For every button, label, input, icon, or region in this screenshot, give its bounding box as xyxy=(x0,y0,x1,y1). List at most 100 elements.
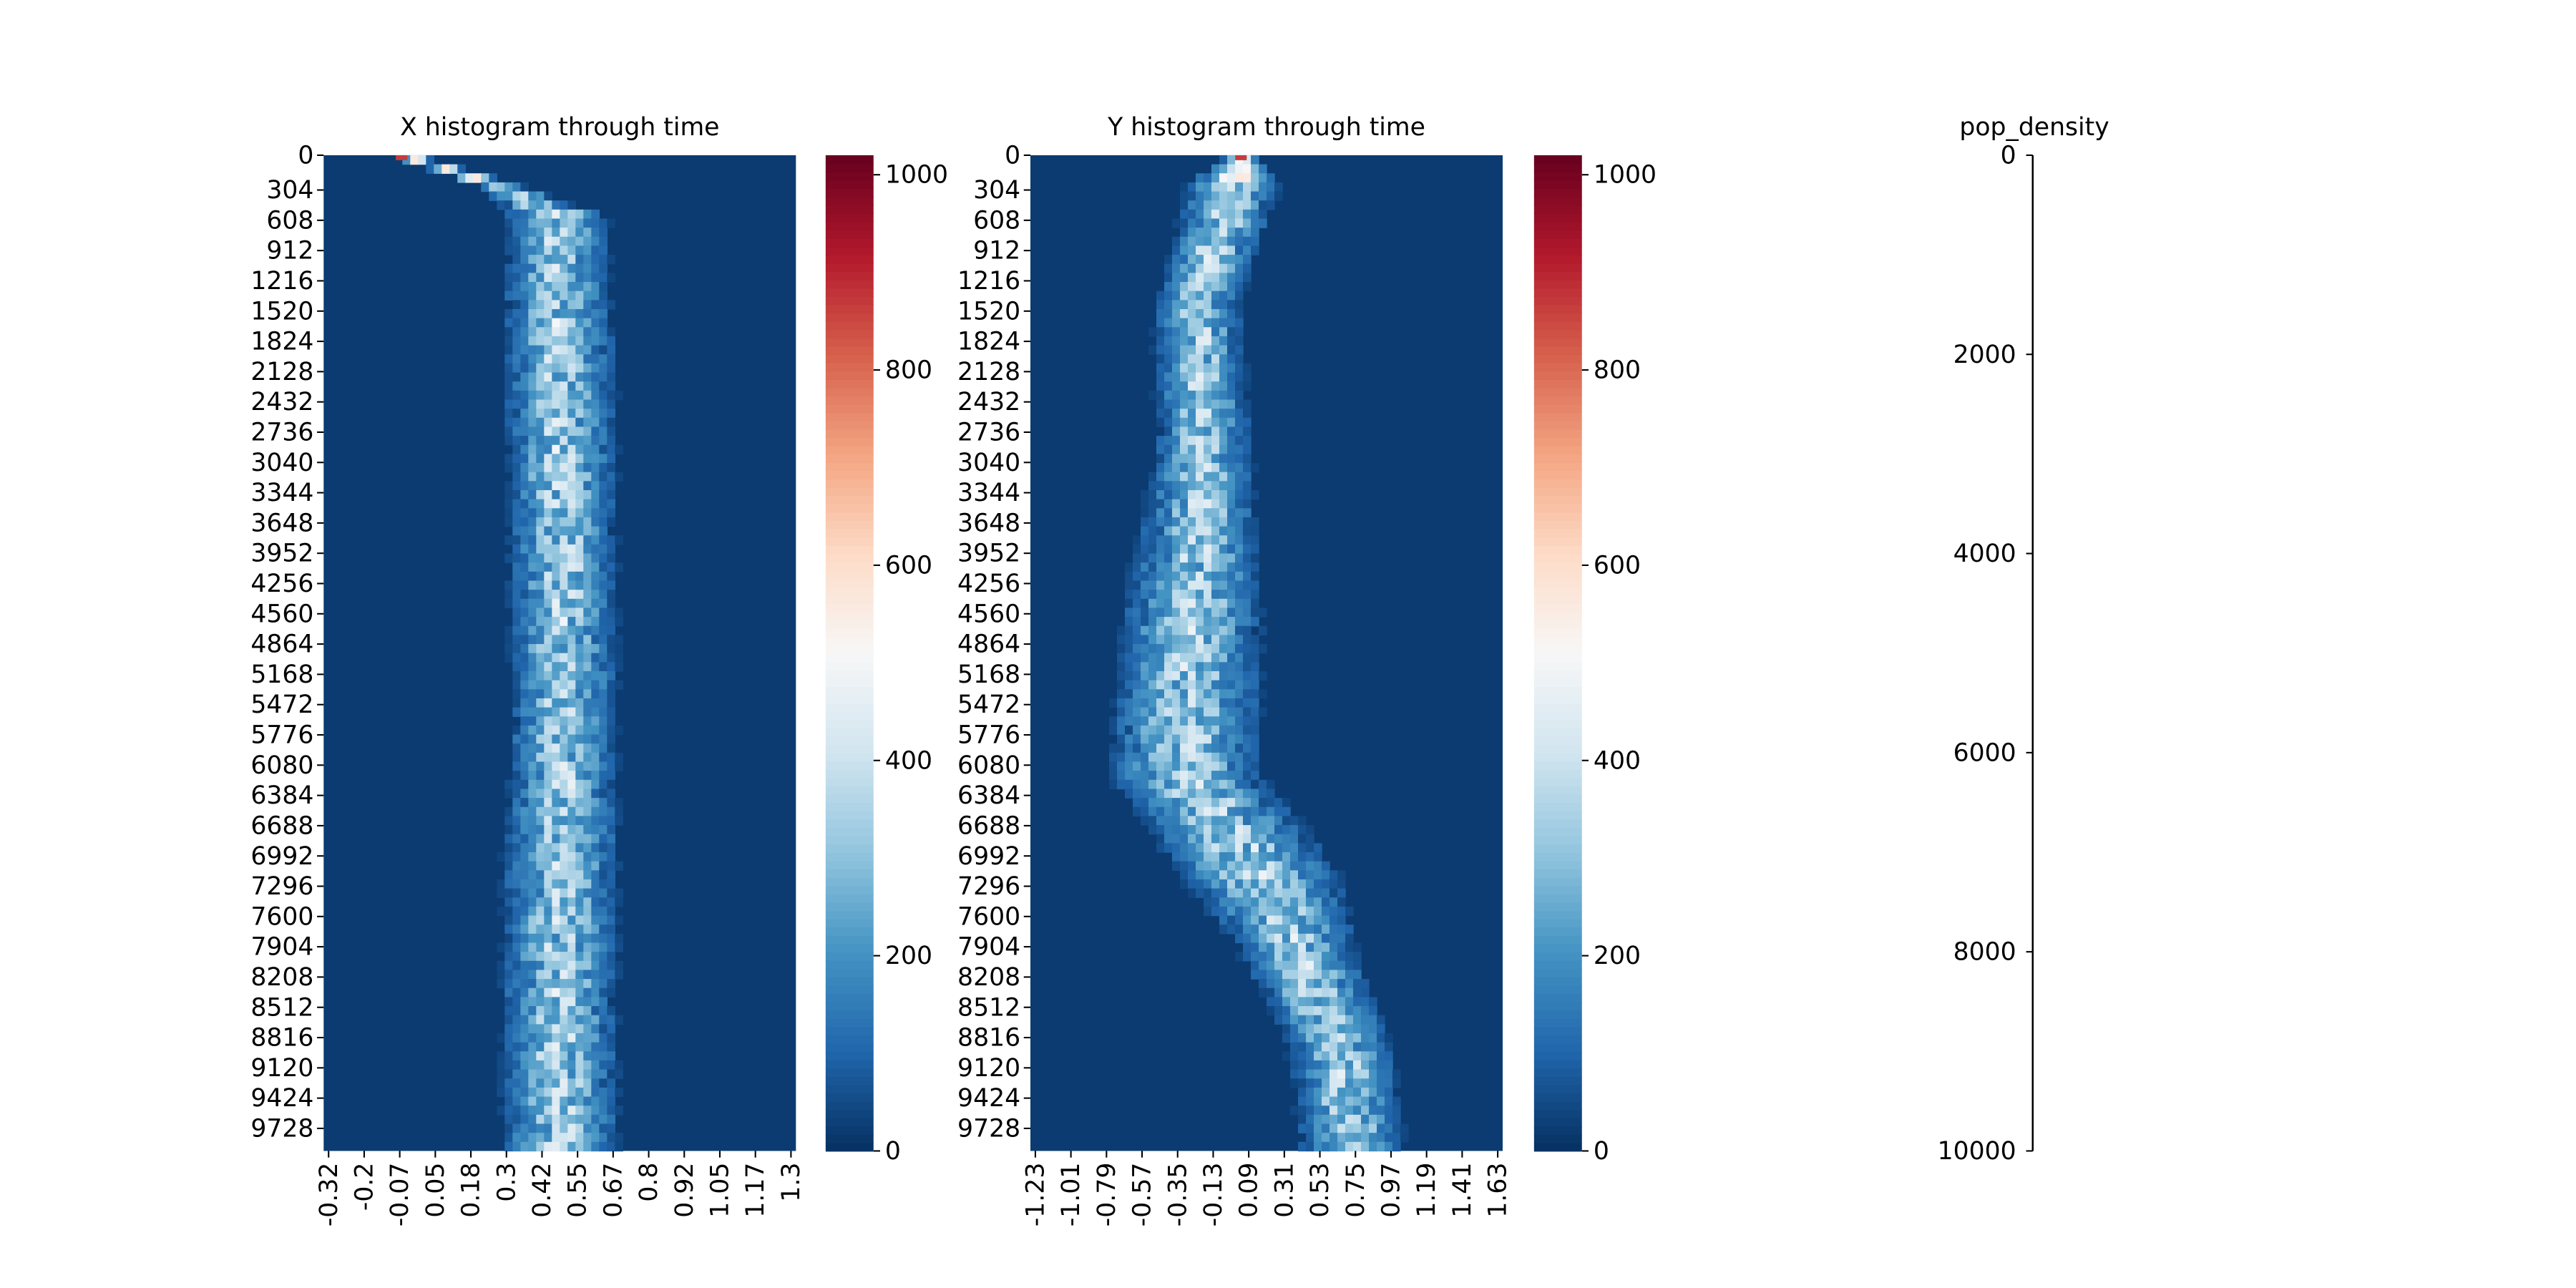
y-histogram-cell xyxy=(1187,653,1196,663)
y-histogram-cell xyxy=(1204,571,1212,582)
y-histogram-cell xyxy=(1156,308,1165,319)
y-histogram-cell xyxy=(1219,472,1228,482)
x-histogram-cell xyxy=(520,381,530,391)
y-histogram-cell xyxy=(1140,716,1149,726)
x-histogram-cell xyxy=(552,1123,561,1133)
x-histogram-cell xyxy=(528,1051,537,1061)
y-histogram-cell xyxy=(1196,852,1204,862)
x-histogram-cell xyxy=(575,426,584,436)
x-histogram-cell xyxy=(567,489,577,500)
x-histogram-colorbar-segment xyxy=(825,645,874,654)
x-histogram-cell xyxy=(528,888,537,898)
y-histogram-cell xyxy=(1187,327,1196,337)
y-histogram-cell xyxy=(1274,816,1283,826)
y-histogram-cell xyxy=(1180,806,1189,817)
y-histogram-cell xyxy=(1196,409,1204,419)
y-histogram-cell xyxy=(1329,1096,1338,1106)
y-histogram-cell xyxy=(1314,979,1322,989)
x-histogram-cell xyxy=(528,942,537,952)
x-histogram-cell xyxy=(528,381,537,391)
y-histogram-cell xyxy=(1172,816,1181,826)
y-histogram-cell xyxy=(1219,255,1228,265)
y-histogram-cell xyxy=(1180,381,1189,391)
x-histogram-cell xyxy=(520,734,530,744)
y-histogram-cell xyxy=(1172,798,1181,808)
y-histogram-cell xyxy=(1267,789,1275,799)
x-histogram-cell xyxy=(583,987,592,998)
x-histogram-cell xyxy=(544,399,553,409)
x-histogram-cell xyxy=(528,209,537,220)
y-histogram-cell xyxy=(1298,979,1307,989)
y-histogram-cell xyxy=(1258,789,1267,799)
x-histogram-cell xyxy=(512,282,522,292)
x-histogram-cell xyxy=(599,879,608,889)
y-histogram-y-tick-label: 2736 xyxy=(957,419,1020,447)
x-histogram-cell xyxy=(512,499,522,509)
y-histogram-cell xyxy=(1187,245,1196,255)
y-histogram-cell xyxy=(1234,761,1244,771)
x-histogram-cell xyxy=(575,970,584,980)
y-histogram-cell xyxy=(1219,173,1228,183)
y-histogram-cell xyxy=(1156,580,1165,590)
y-histogram-cell xyxy=(1227,553,1236,563)
y-histogram-colorbar-segment xyxy=(1533,329,1582,338)
y-histogram-cell xyxy=(1204,345,1212,355)
y-histogram-cell xyxy=(1180,508,1189,518)
x-histogram-cell xyxy=(536,436,545,446)
y-histogram-cell xyxy=(1187,825,1196,835)
y-histogram-cell xyxy=(1211,372,1220,382)
x-histogram-cell xyxy=(504,952,513,962)
y-histogram-cell xyxy=(1172,236,1181,247)
y-histogram-cell xyxy=(1322,1133,1330,1143)
x-histogram-cell xyxy=(504,1051,513,1061)
x-histogram-cell xyxy=(575,553,584,563)
y-histogram-cell xyxy=(1196,861,1204,871)
y-histogram-cell xyxy=(1345,1114,1354,1125)
y-histogram-cell xyxy=(1322,906,1330,917)
y-histogram-cell xyxy=(1234,472,1244,482)
y-histogram-cell xyxy=(1361,1123,1370,1133)
x-histogram-cell xyxy=(575,472,584,482)
y-histogram-cell xyxy=(1133,635,1141,645)
y-histogram-cell xyxy=(1163,263,1173,274)
x-histogram-cell xyxy=(567,571,577,582)
x-histogram-cell xyxy=(567,1096,577,1106)
x-histogram-cell xyxy=(544,273,553,283)
x-histogram-cell xyxy=(512,1015,522,1025)
y-histogram-cell xyxy=(1243,924,1252,935)
x-histogram-cell xyxy=(567,481,577,491)
y-histogram-cell xyxy=(1211,426,1220,436)
x-histogram-cell xyxy=(583,834,592,844)
x-histogram-cell xyxy=(520,553,530,563)
y-histogram-cell xyxy=(1187,798,1196,808)
y-histogram-cell xyxy=(1314,1015,1322,1025)
y-histogram-cell xyxy=(1352,1042,1362,1052)
x-histogram-colorbar-segment xyxy=(825,703,874,712)
x-histogram-colorbar-segment xyxy=(825,271,874,280)
x-histogram-cell xyxy=(583,372,592,382)
x-histogram-cell xyxy=(607,852,616,862)
x-histogram-cell xyxy=(615,725,624,736)
y-histogram-cell xyxy=(1163,789,1173,799)
y-histogram-cell xyxy=(1234,544,1244,555)
x-histogram-cell xyxy=(426,155,435,165)
x-histogram-heatmap[interactable] xyxy=(323,155,796,1152)
x-histogram-cell xyxy=(567,1042,577,1052)
y-histogram-cell xyxy=(1227,816,1236,826)
y-histogram-colorbar-tick-label: 600 xyxy=(1594,551,1641,580)
y-histogram-cell xyxy=(1314,888,1322,898)
x-histogram-cell xyxy=(544,426,553,436)
x-histogram-x-tick-label: 0.42 xyxy=(528,1163,557,1218)
x-histogram-cell xyxy=(607,771,616,781)
y-histogram-heatmap[interactable] xyxy=(1030,155,1503,1152)
x-histogram-cell xyxy=(583,942,592,952)
y-histogram-cell xyxy=(1219,743,1228,753)
y-histogram-cell xyxy=(1227,228,1236,238)
y-histogram-cell xyxy=(1314,915,1322,925)
y-histogram-cell xyxy=(1219,653,1228,663)
y-histogram-cell xyxy=(1385,1114,1393,1125)
y-histogram-cell xyxy=(1227,888,1236,898)
y-histogram-cell xyxy=(1219,689,1228,699)
y-histogram-cell xyxy=(1163,734,1173,744)
x-histogram-cell xyxy=(512,255,522,265)
